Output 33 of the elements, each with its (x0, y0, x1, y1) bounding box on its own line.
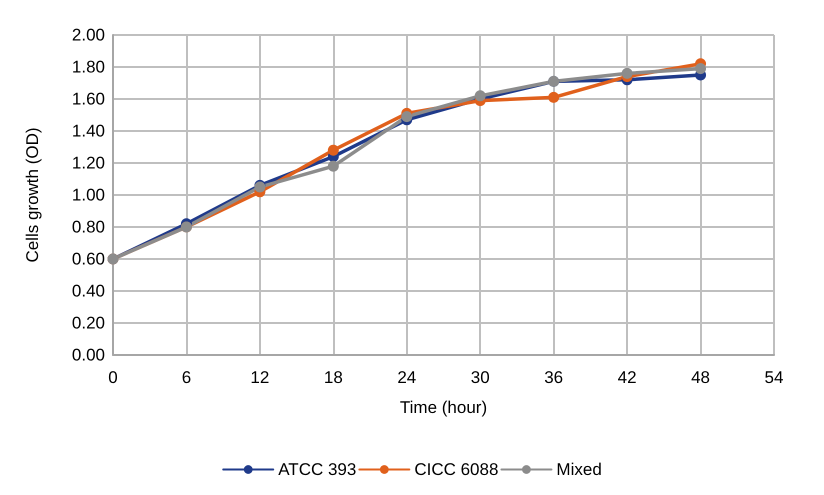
x-tick-label: 36 (544, 368, 564, 387)
x-tick-label: 24 (397, 368, 416, 387)
y-tick-label: 0.60 (72, 250, 105, 268)
legend-label: CICC 6088 (414, 460, 498, 479)
point (622, 68, 633, 79)
y-tick-label: 0.40 (72, 282, 105, 300)
y-tick-label: 1.40 (72, 122, 105, 140)
legend-label: Mixed (556, 460, 602, 479)
y-tick-label: 0.20 (72, 314, 105, 332)
point (401, 111, 412, 122)
x-tick-label: 12 (250, 368, 270, 387)
y-tick-label: 0.00 (72, 346, 105, 364)
point (474, 90, 486, 102)
y-axis-title: Cells growth (OD) (23, 127, 42, 263)
point (695, 63, 706, 74)
x-tick-label: 42 (618, 368, 637, 387)
x-tick-label: 30 (470, 368, 490, 387)
legend-label: ATCC 393 (278, 460, 356, 479)
y-tick-label: 2.00 (72, 26, 105, 44)
x-tick-label: 0 (108, 368, 118, 387)
x-axis-title: Time (hour) (400, 398, 488, 417)
x-tick-label: 54 (764, 368, 784, 387)
y-tick-label: 1.20 (72, 154, 105, 172)
y-tick-label: 1.00 (72, 186, 105, 204)
y-tick-label: 0.80 (72, 218, 105, 236)
x-tick-label: 18 (324, 368, 343, 387)
y-tick-label: 1.60 (72, 90, 105, 108)
point (328, 144, 339, 156)
point (548, 92, 560, 103)
x-tick-label: 6 (182, 368, 192, 387)
point (328, 160, 339, 172)
x-tick-label: 48 (691, 368, 710, 387)
y-tick-label: 1.80 (72, 58, 105, 76)
